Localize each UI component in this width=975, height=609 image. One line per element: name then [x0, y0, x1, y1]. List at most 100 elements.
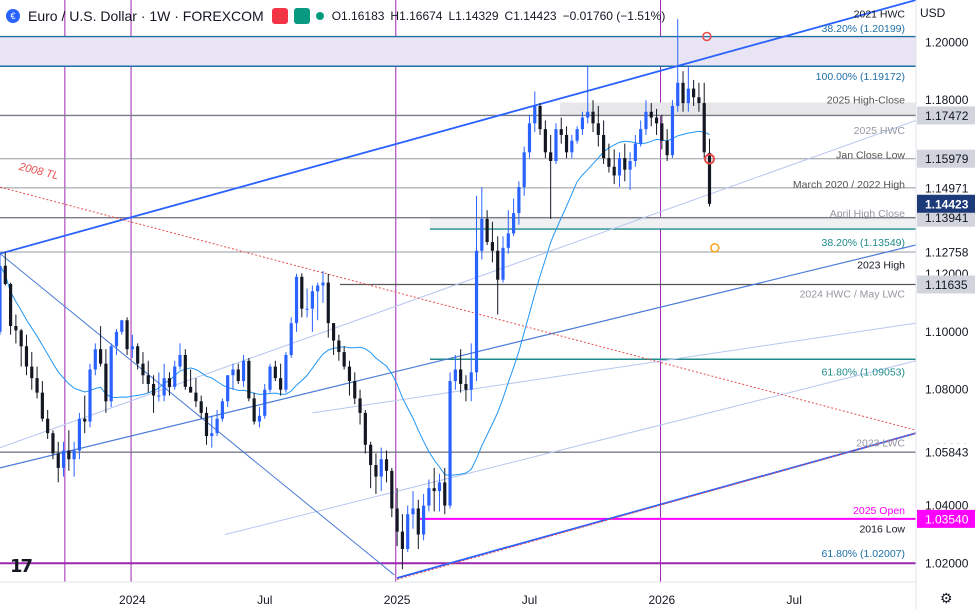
- candle-81: [427, 479, 431, 512]
- candle-65: [342, 346, 346, 370]
- candle-body: [369, 444, 373, 466]
- candle-109: [575, 126, 579, 144]
- candle-132: [697, 82, 701, 112]
- buy-button[interactable]: [293, 8, 310, 24]
- annotation-label-8: 38.20% (1.13549): [822, 237, 905, 249]
- annotation-label-0: 2021 HWC: [854, 8, 906, 20]
- symbol-title[interactable]: Euro / U.S. Dollar · 1W · FOREXCOM: [28, 8, 264, 24]
- candle-body: [109, 346, 113, 402]
- candle-body: [564, 134, 569, 153]
- trendline-8: [0, 253, 395, 576]
- candle-body: [549, 152, 553, 161]
- annotation-label-7: April High Close: [830, 208, 905, 220]
- candle-body: [257, 415, 262, 422]
- x-tick-label-2: 2025: [384, 593, 411, 607]
- candle-74: [390, 467, 394, 518]
- candle-body: [374, 465, 378, 477]
- sell-button[interactable]: [271, 8, 288, 24]
- candle-body: [231, 369, 235, 376]
- trendline-7: [0, 186, 917, 431]
- candle-body: [459, 369, 463, 384]
- candlestick-series: [0, 19, 712, 570]
- candle-100: [527, 114, 532, 159]
- candle-57: [300, 273, 304, 318]
- candle-body: [432, 488, 436, 492]
- tradingview-logo: 17: [10, 556, 33, 577]
- candle-body: [151, 383, 156, 396]
- candle-body: [114, 331, 119, 347]
- ohlc-change: −0.01760 (−1.51%): [562, 9, 666, 23]
- candle-body: [56, 453, 60, 468]
- candle-body: [67, 450, 71, 460]
- price-label-2: 1.14971: [925, 181, 969, 195]
- candle-body: [236, 369, 240, 382]
- time-axis[interactable]: 2024 Jul 2025 Jul 2026 Jul: [0, 581, 916, 607]
- candle-body: [522, 152, 526, 188]
- y-tick-label: 1.02000: [925, 556, 969, 570]
- price-label-box-7: [917, 509, 975, 528]
- candle-body: [411, 508, 415, 515]
- candle-103: [543, 120, 547, 159]
- annotation-label-11: 61.80% (1.09053): [822, 366, 905, 378]
- candle-body: [448, 381, 452, 506]
- candle-body: [241, 360, 246, 382]
- candle-body: [61, 450, 66, 468]
- price-label-box-1: [917, 149, 975, 168]
- candle-69: [363, 410, 367, 454]
- candle-body: [353, 381, 357, 399]
- candle-body: [157, 395, 161, 397]
- candle-44: [231, 363, 235, 390]
- candle-body: [284, 354, 288, 390]
- candle-body: [363, 412, 367, 445]
- candle-11: [56, 441, 60, 483]
- candle-91: [480, 187, 484, 260]
- candle-48: [252, 392, 256, 425]
- candle-123: [649, 103, 653, 127]
- currency-selector[interactable]: USD: [920, 6, 946, 20]
- candle-27: [141, 352, 145, 384]
- candle-114: [602, 120, 606, 164]
- candle-121: [639, 120, 643, 147]
- candle-36: [189, 369, 193, 393]
- candle-body: [167, 378, 172, 387]
- price-axis[interactable]: 1.020001.040001.060001.080001.100001.120…: [915, 0, 975, 609]
- candle-body: [125, 320, 129, 350]
- price-label-5: 1.11635: [925, 278, 968, 292]
- candle-16: [83, 395, 87, 434]
- annotation-label-4: 2025 HWC: [854, 125, 906, 137]
- candle-body: [681, 82, 685, 104]
- price-label-box-3: [917, 208, 975, 227]
- candle-127: [670, 100, 675, 159]
- candle-94: [496, 236, 500, 315]
- candle-18: [93, 343, 97, 376]
- candle-108: [570, 134, 574, 159]
- annotation-label-13: 2025 Open: [853, 505, 905, 517]
- trendline-3: [312, 322, 917, 414]
- candle-body: [93, 349, 97, 370]
- annotation-label-6: March 2020 / 2022 High: [793, 179, 905, 191]
- candle-33: [173, 360, 177, 390]
- y-tick-label: 1.18000: [925, 93, 969, 107]
- candle-body: [649, 111, 653, 118]
- candle-83: [437, 473, 442, 512]
- candle-body: [390, 470, 394, 509]
- candle-12: [61, 441, 66, 477]
- gear-icon[interactable]: ⚙: [940, 590, 953, 606]
- candle-body: [596, 123, 600, 135]
- candle-84: [443, 467, 447, 515]
- x-tick-label-3: Jul: [522, 593, 537, 607]
- candle-body: [247, 360, 251, 399]
- trendline-label: 2008 TL: [17, 161, 60, 183]
- candle-body: [623, 158, 627, 170]
- x-tick-label-5: Jul: [787, 593, 802, 607]
- chart-grid: [64, 0, 662, 582]
- candle-25: [130, 334, 134, 358]
- candle-body: [347, 366, 352, 382]
- candle-body: [602, 134, 606, 159]
- candle-body: [19, 330, 23, 347]
- candle-body: [30, 366, 34, 379]
- candle-body: [215, 418, 219, 434]
- candle-51: [268, 363, 272, 393]
- candle-body: [692, 88, 696, 98]
